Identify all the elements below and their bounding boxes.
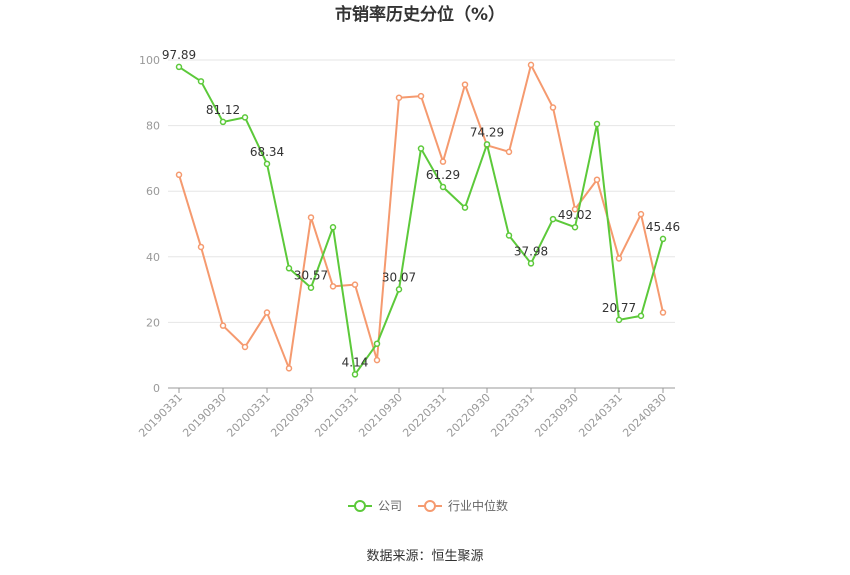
data-point bbox=[285, 265, 293, 272]
legend-marker bbox=[354, 500, 366, 512]
data-point bbox=[175, 171, 183, 179]
data-label: 74.29 bbox=[470, 125, 504, 139]
data-label: 61.29 bbox=[426, 168, 460, 182]
legend-item-company: 公司 bbox=[348, 499, 402, 513]
data-point bbox=[659, 235, 667, 243]
data-label: 45.46 bbox=[646, 220, 680, 234]
x-tick-label: 20200930 bbox=[268, 391, 317, 440]
grid bbox=[168, 59, 675, 323]
x-tick-label: 20230331 bbox=[488, 391, 537, 440]
data-point bbox=[329, 224, 337, 231]
y-tick-label: 40 bbox=[146, 251, 160, 264]
data-point bbox=[439, 158, 447, 165]
data-point bbox=[175, 63, 183, 71]
data-point bbox=[505, 148, 513, 156]
data-point bbox=[395, 286, 403, 293]
data-point bbox=[219, 322, 227, 329]
data-label: 20.77 bbox=[602, 301, 636, 315]
series bbox=[175, 61, 667, 378]
data-point bbox=[197, 243, 205, 251]
data-point bbox=[615, 316, 623, 324]
data-point bbox=[351, 371, 359, 378]
data-point bbox=[637, 312, 645, 320]
x-tick-label: 20230930 bbox=[532, 391, 581, 440]
data-point bbox=[483, 141, 491, 148]
legend-label: 行业中位数 bbox=[448, 498, 508, 513]
data-point bbox=[615, 255, 623, 262]
legend-item-industry: 行业中位数 bbox=[418, 498, 508, 513]
legend: 公司 行业中位数 bbox=[348, 498, 508, 513]
data-point bbox=[285, 365, 293, 372]
data-point bbox=[527, 260, 535, 267]
data-point bbox=[571, 205, 579, 213]
data-label: 37.98 bbox=[514, 244, 548, 258]
data-label: 97.89 bbox=[162, 48, 196, 62]
source-text: 数据来源：恒生聚源 bbox=[366, 549, 483, 564]
chart-title: 市销率历史分位（%） bbox=[335, 4, 505, 25]
data-point bbox=[549, 104, 557, 111]
data-point bbox=[461, 204, 469, 211]
data-point bbox=[505, 232, 513, 239]
y-tick-label: 20 bbox=[146, 316, 160, 329]
data-point bbox=[351, 281, 359, 288]
data-point bbox=[395, 94, 403, 101]
y-tick-label: 0 bbox=[153, 382, 160, 395]
data-point bbox=[307, 284, 315, 291]
y-tick-label: 60 bbox=[146, 185, 160, 198]
data-point bbox=[263, 160, 271, 168]
x-tick-label: 20220930 bbox=[444, 391, 493, 440]
data-label: 68.34 bbox=[250, 145, 284, 159]
legend-marker bbox=[424, 500, 436, 512]
data-point bbox=[549, 215, 557, 223]
data-point bbox=[329, 283, 337, 290]
data-label: 81.12 bbox=[206, 103, 240, 117]
data-point bbox=[659, 309, 667, 316]
data-point bbox=[593, 176, 601, 183]
y-tick-label: 80 bbox=[146, 120, 160, 133]
data-point bbox=[417, 92, 425, 100]
data-label: 4.14 bbox=[342, 355, 369, 369]
data-point bbox=[527, 61, 535, 69]
data-point bbox=[241, 114, 249, 121]
x-tick-label: 20210331 bbox=[312, 391, 361, 440]
data-point bbox=[571, 223, 579, 231]
x-tick-label: 20190331 bbox=[136, 391, 185, 440]
data-label: 49.02 bbox=[558, 208, 592, 222]
data-label: 30.07 bbox=[382, 270, 416, 284]
x-tick-label: 20220331 bbox=[400, 391, 449, 440]
data-point bbox=[637, 210, 645, 218]
x-tick-label: 20200331 bbox=[224, 391, 273, 440]
data-point bbox=[461, 81, 469, 88]
x-tick-label: 20210930 bbox=[356, 391, 405, 440]
x-tick-label: 20240830 bbox=[620, 391, 669, 440]
data-point bbox=[307, 214, 315, 221]
data-label: 30.57 bbox=[294, 269, 328, 283]
y-tick-label: 100 bbox=[139, 54, 160, 67]
data-point bbox=[417, 145, 425, 152]
x-tick-label: 20240331 bbox=[576, 391, 625, 440]
data-point bbox=[373, 356, 381, 364]
data-point bbox=[439, 183, 447, 191]
x-tick-label: 20190930 bbox=[180, 391, 229, 440]
data-point bbox=[373, 340, 381, 347]
data-labels: 97.89 81.12 68.34 30.57 4.14 30.07 61.29 74.29 3… bbox=[162, 48, 680, 370]
data-point bbox=[197, 78, 205, 85]
data-point bbox=[219, 118, 227, 126]
data-point bbox=[593, 120, 601, 128]
data-point bbox=[263, 309, 271, 316]
legend-label: 公司 bbox=[378, 499, 402, 513]
data-point bbox=[241, 343, 249, 351]
